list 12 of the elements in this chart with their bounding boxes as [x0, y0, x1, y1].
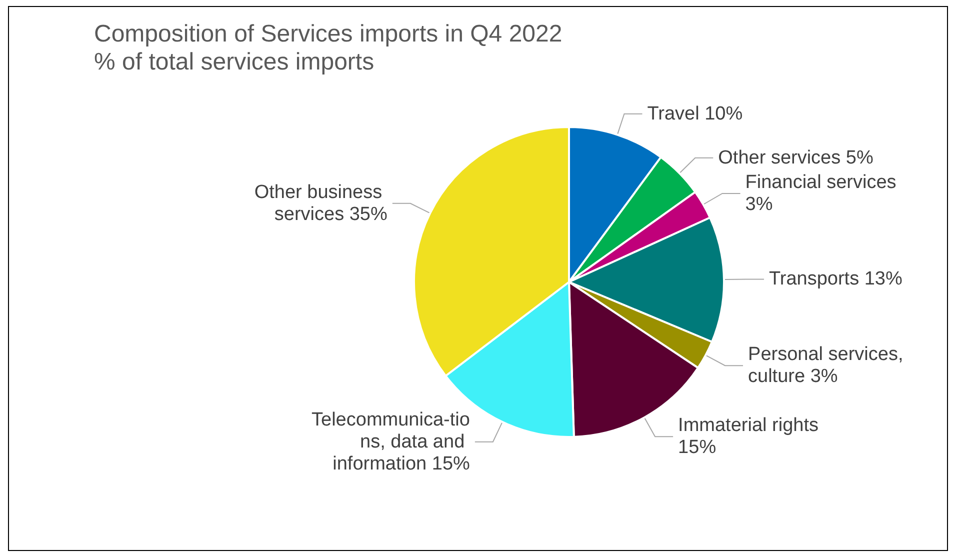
slice-label: Personal services, culture 3%: [748, 344, 909, 388]
slice-label: Other business services 35%: [254, 182, 388, 225]
chart-title: Composition of Services imports in Q4 2022: [94, 20, 562, 48]
slice-label: Immaterial rights: [678, 415, 824, 436]
chart-subtitle: % of total services imports: [94, 48, 374, 76]
data-label: 15%: [678, 437, 716, 458]
slice-label: Other services 5%: [718, 147, 874, 168]
slice-label: Travel 10%: [647, 103, 743, 124]
slice-label: Transports 13%: [768, 268, 902, 290]
data-label: 3%: [745, 194, 773, 215]
slice-label: Financial services: [745, 172, 902, 193]
slice-label: Telecommunica-tions, data and information 15%: [312, 409, 470, 474]
